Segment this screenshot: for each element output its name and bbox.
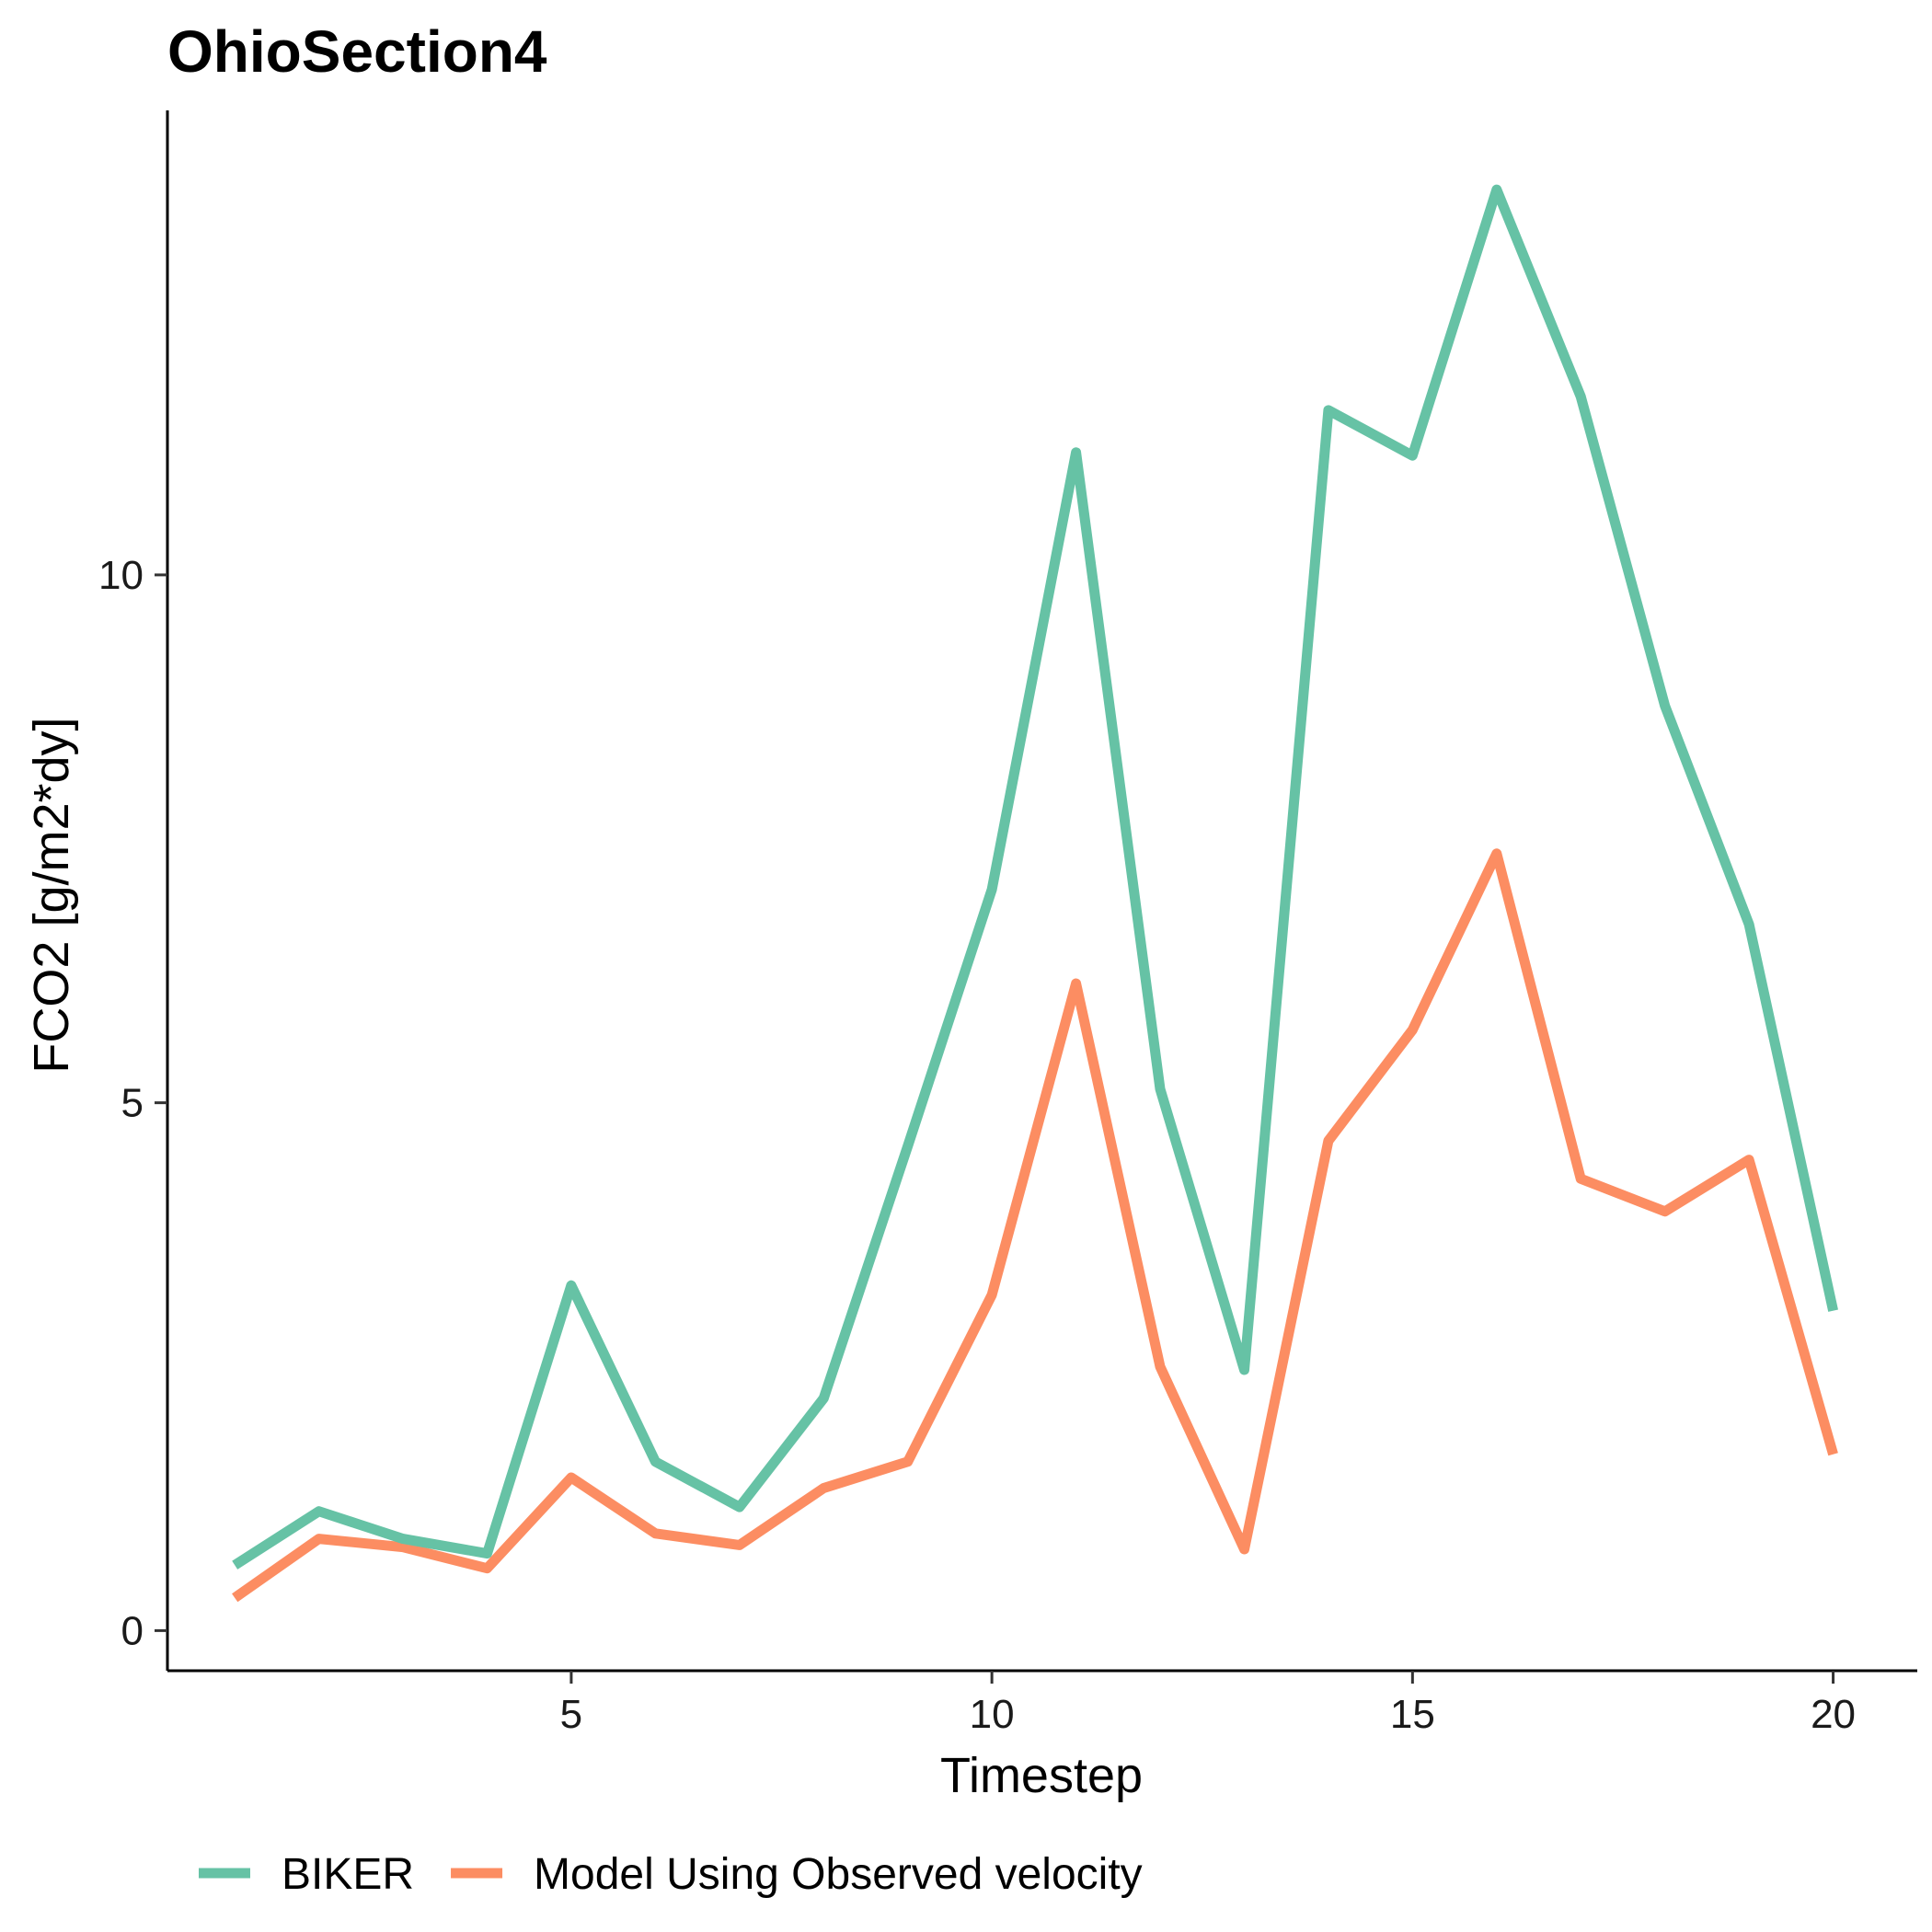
y-axis-label: FCO2 [g/m2*dy]	[24, 717, 79, 1073]
y-axis-ticks: 0 5 10	[98, 553, 167, 1653]
legend-label-2: Model Using Observed velocity	[534, 1850, 1143, 1899]
y-tick-label-10: 10	[98, 553, 144, 598]
x-axis-label: Timestep	[940, 1748, 1143, 1803]
series-line-biker	[232, 184, 1838, 1570]
legend: BIKER Model Using Observed velocity	[199, 1850, 1143, 1899]
y-tick-label-5: 5	[121, 1081, 144, 1126]
x-tick-label-20: 20	[1811, 1692, 1856, 1737]
x-tick-label-15: 15	[1390, 1692, 1435, 1737]
chart-title: OhioSection4	[167, 18, 547, 85]
plot-area	[232, 184, 1838, 1603]
x-tick-label-10: 10	[970, 1692, 1015, 1737]
legend-label-1: BIKER	[282, 1850, 414, 1899]
series-line-model-using-observed-velocity	[232, 848, 1838, 1603]
x-tick-label-5: 5	[560, 1692, 582, 1737]
y-tick-label-0: 0	[121, 1608, 144, 1653]
x-axis-ticks: 5 10 15 20	[560, 1671, 1856, 1737]
